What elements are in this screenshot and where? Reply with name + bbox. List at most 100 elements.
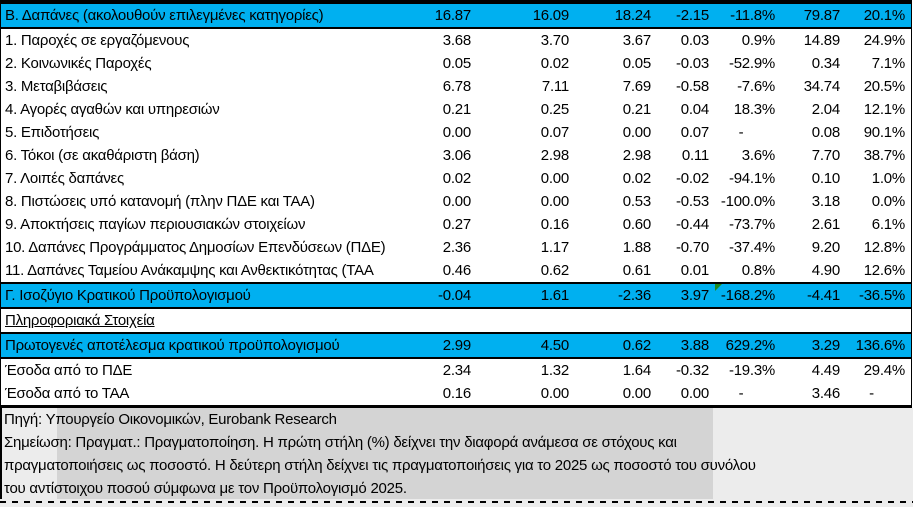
cell: 12.6%	[863, 262, 906, 279]
cell: 16.09	[532, 7, 570, 24]
cell: 20.5%	[863, 78, 906, 95]
cell: 0.53	[622, 193, 651, 210]
cell: 3.68	[442, 32, 471, 49]
cell: 20.1%	[863, 7, 906, 24]
table-row-primary-result: Πρωτογενές αποτέλεσμα κρατικού προϋπολογ…	[1, 334, 911, 359]
cell: 2.99	[442, 337, 471, 354]
cell: -36.5%	[858, 287, 905, 304]
cell: 2.36	[442, 239, 471, 256]
cell: 24.9%	[863, 32, 906, 49]
cell: 29.4%	[863, 362, 906, 379]
cell: -	[869, 385, 874, 402]
row-label: 5. Επιδοτήσεις	[5, 124, 100, 141]
cell: 0.07	[680, 124, 709, 141]
cell: -0.02	[676, 170, 709, 187]
cell: 0.0%	[871, 193, 905, 210]
cell: -52.9%	[728, 55, 775, 72]
table-row-taa-revenue: Έσοδα από το ΤΑΑ 0.16 0.00 0.00 0.00 - 3.46 -	[1, 382, 911, 405]
cell: 3.46	[811, 385, 840, 402]
cell: 1.32	[540, 362, 569, 379]
left-border	[0, 408, 2, 499]
cell: 0.25	[540, 101, 569, 118]
cell: 3.6%	[741, 147, 775, 164]
row-label: 6. Τόκοι (σε ακαθάριστη βάση)	[5, 147, 200, 164]
cell: 0.00	[622, 124, 651, 141]
cell: 3.18	[811, 193, 840, 210]
cell: 90.1%	[863, 124, 906, 141]
cell: 0.11	[681, 147, 709, 164]
cell: 3.97	[680, 287, 709, 304]
cell: -2.15	[676, 7, 709, 24]
cell: -0.70	[676, 239, 709, 256]
cell: 0.21	[442, 101, 471, 118]
cell: 7.1%	[871, 55, 905, 72]
row-label: Πρωτογενές αποτέλεσμα κρατικού προϋπολογ…	[5, 337, 340, 354]
cell: 38.7%	[863, 147, 906, 164]
cell: 1.61	[540, 287, 569, 304]
cell: 2.98	[540, 147, 569, 164]
cell: 0.62	[540, 262, 569, 279]
cell: 0.00	[622, 385, 651, 402]
cell: 12.8%	[863, 239, 906, 256]
cell: 0.10	[811, 170, 840, 187]
table-row-exp-5: 5. Επιδοτήσεις 0.00 0.07 0.00 0.07 - 0.08 90.1%	[1, 121, 911, 144]
cell: 2.04	[811, 101, 840, 118]
row-label: 9. Αποκτήσεις παγίων περιουσιακών στοιχε…	[5, 216, 306, 233]
row-label: 7. Λοιπές δαπάνες	[5, 170, 124, 187]
cell: -168.2%	[715, 284, 781, 307]
row-label: Έσοδα από το ΤΑΑ	[5, 385, 130, 402]
cell: 0.61	[622, 262, 651, 279]
cell-fill-band	[57, 408, 713, 499]
row-label: Β. Δαπάνες (ακολουθούν επιλεγμένες κατηγ…	[5, 7, 324, 24]
table-row-exp-1: 1. Παροχές σε εργαζόμενους 3.68 3.70 3.67 0.…	[1, 29, 911, 52]
note-line: πραγματοποιήσεις ως ποσοστό. Η δεύτερη σ…	[4, 457, 756, 474]
budget-table: Β. Δαπάνες (ακολουθούν επιλεγμένες κατηγ…	[0, 0, 912, 408]
row-label: 8. Πιστώσεις υπό κατανομή (πλην ΠΔΕ και …	[5, 193, 315, 210]
cell: 0.02	[622, 170, 651, 187]
cell: -19.3%	[728, 362, 775, 379]
note-line: Σημείωση: Πραγματ.: Πραγματοποίηση. Η πρ…	[4, 434, 677, 451]
cell: 0.9%	[741, 32, 775, 49]
table-row-info-heading: Πληροφοριακά Στοιχεία	[1, 309, 911, 334]
cell: -37.4%	[728, 239, 775, 256]
cell: 18.3%	[733, 101, 776, 118]
cell: 2.98	[622, 147, 651, 164]
cell: 12.1%	[863, 101, 906, 118]
cell: -94.1%	[728, 170, 775, 187]
cell: 4.49	[811, 362, 840, 379]
cell: 1.0%	[871, 170, 905, 187]
cell: 1.17	[540, 239, 569, 256]
row-label: 2. Κοινωνικές Παροχές	[5, 55, 152, 72]
cell: 0.00	[442, 193, 471, 210]
cell: 7.69	[622, 78, 651, 95]
cell: 2.61	[811, 216, 840, 233]
cell: -11.8%	[730, 7, 775, 24]
table-footnotes: Πηγή: Υπουργείο Οικονομικών, Eurobank Re…	[0, 408, 913, 507]
cell: 0.07	[540, 124, 569, 141]
cell: 0.04	[680, 101, 709, 118]
source-note: Πηγή: Υπουργείο Οικονομικών, Eurobank Re…	[4, 411, 337, 428]
cell: -0.58	[676, 78, 709, 95]
table-row-section-b: Β. Δαπάνες (ακολουθούν επιλεγμένες κατηγ…	[1, 4, 911, 29]
row-label: Πληροφοριακά Στοιχεία	[5, 312, 155, 329]
cell: 0.16	[442, 385, 471, 402]
note-line: του αντίστοιχου ποσού σύμφωνα με τον Προ…	[4, 480, 407, 497]
row-label: Γ. Ισοζύγιο Κρατικού Προϋπολογισμού	[5, 287, 251, 304]
cell: 3.06	[442, 147, 471, 164]
table-row-exp-9: 9. Αποκτήσεις παγίων περιουσιακών στοιχε…	[1, 213, 911, 236]
cell: 3.67	[622, 32, 651, 49]
table-row-exp-8: 8. Πιστώσεις υπό κατανομή (πλην ΠΔΕ και …	[1, 190, 911, 213]
table-row-exp-7: 7. Λοιπές δαπάνες 0.02 0.00 0.02 -0.02 -94.1%…	[1, 167, 911, 190]
table-row-balance-c: Γ. Ισοζύγιο Κρατικού Προϋπολογισμού -0.04…	[1, 282, 911, 309]
cell: 0.00	[680, 385, 709, 402]
table-row-exp-4: 4. Αγορές αγαθών και υπηρεσιών 0.21 0.25 0.…	[1, 98, 911, 121]
row-label: 4. Αγορές αγαθών και υπηρεσιών	[5, 101, 220, 118]
cell: 0.00	[540, 170, 569, 187]
cell: 0.34	[811, 55, 840, 72]
cell: 0.00	[540, 385, 569, 402]
table-row-exp-10: 10. Δαπάνες Προγράμματος Δημοσίων Επενδύ…	[1, 236, 911, 259]
cell: 0.21	[622, 101, 651, 118]
cell: 9.20	[811, 239, 840, 256]
cell: 79.87	[803, 7, 841, 24]
